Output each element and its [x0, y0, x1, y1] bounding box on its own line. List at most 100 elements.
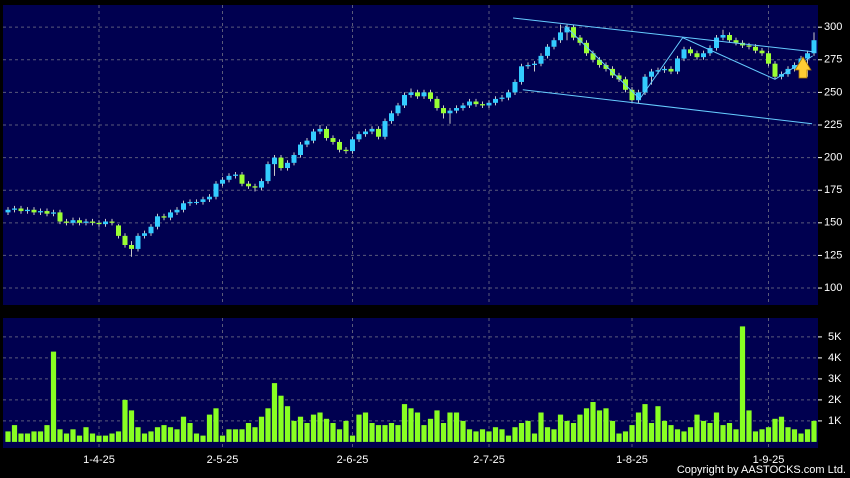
volume-bar: [63, 433, 70, 442]
volume-bar: [583, 408, 590, 442]
volume-bar: [648, 423, 655, 442]
volume-bar: [200, 435, 206, 442]
candle-body: [116, 225, 121, 236]
candle-body: [753, 46, 758, 51]
candle-body: [343, 149, 349, 152]
price-panel: [3, 5, 818, 305]
y-tick-label: 100: [824, 282, 842, 294]
volume-bar: [635, 412, 642, 442]
x-tick-label: 1-4-25: [83, 454, 115, 466]
candle-body: [220, 179, 225, 184]
volume-bar: [343, 420, 349, 442]
candle-body: [473, 101, 479, 105]
volume-bar: [265, 408, 271, 442]
volume-bar: [785, 427, 791, 442]
volume-bar: [167, 427, 174, 442]
candle-body: [109, 221, 115, 223]
y-tick-label: 1K: [828, 415, 842, 427]
candle-body: [64, 221, 69, 223]
volume-bar: [629, 425, 635, 442]
candle-body: [356, 134, 362, 140]
candle-body: [590, 53, 596, 60]
volume-bar: [726, 423, 733, 442]
y-tick-label: 200: [824, 152, 842, 164]
candle-body: [701, 53, 706, 58]
candle-body: [512, 81, 518, 93]
candle-body: [317, 128, 323, 132]
candle-body: [551, 40, 557, 47]
candle-body: [460, 105, 466, 109]
candle-body: [402, 95, 407, 106]
volume-bar: [687, 427, 694, 442]
candle-body: [727, 35, 732, 41]
candle-body: [311, 131, 316, 141]
volume-bar: [804, 429, 811, 442]
volume-bar: [291, 420, 297, 442]
signal-arrow: [794, 56, 812, 79]
candle-body: [304, 140, 310, 145]
volume-bar: [525, 420, 531, 442]
candle-body: [200, 199, 206, 202]
candle-body: [239, 174, 245, 184]
y-tick-label: 250: [824, 86, 842, 98]
volume-bar: [193, 433, 200, 442]
volume-bar: [271, 383, 278, 442]
volume-bar: [141, 433, 148, 442]
candle-body: [57, 212, 63, 222]
volume-bar: [174, 429, 180, 442]
volume-bar: [466, 429, 473, 442]
candle-body: [447, 110, 453, 114]
candle-body: [278, 157, 284, 169]
volume-bar: [356, 414, 362, 442]
volume-bar: [388, 423, 395, 442]
volume-bar: [57, 429, 63, 442]
volume-bar: [83, 427, 89, 442]
candle-body: [12, 208, 17, 210]
volume-bar: [226, 429, 232, 442]
volume-bar: [245, 423, 252, 442]
volume-bar: [596, 410, 603, 442]
candle-body: [746, 45, 752, 47]
candle-body: [129, 245, 134, 249]
candle-body: [298, 144, 303, 155]
volume-bar: [655, 406, 661, 442]
candle-body: [174, 209, 180, 213]
volume-bar: [401, 404, 408, 442]
candle-body: [70, 220, 76, 223]
volume-bar: [180, 416, 187, 442]
candle-body: [187, 201, 193, 204]
y-tick-label: 5K: [828, 331, 842, 343]
volume-bar: [24, 433, 31, 442]
candle-body: [369, 128, 375, 132]
candle-body: [226, 175, 232, 180]
candle-body: [161, 216, 167, 218]
candle-body: [597, 59, 602, 65]
candle-body: [564, 27, 570, 33]
candle-body: [532, 63, 537, 65]
trend-line: [522, 89, 813, 125]
volume-bar: [791, 429, 798, 442]
candle-body: [285, 162, 290, 169]
volume-bar: [115, 431, 122, 442]
candle-body: [649, 71, 654, 77]
volume-bar: [421, 425, 427, 442]
y-tick-label: 300: [824, 21, 842, 33]
volume-bar: [668, 425, 674, 442]
y-tick-label: 225: [824, 119, 842, 131]
candle-body: [558, 32, 563, 41]
volume-bar: [752, 431, 759, 442]
volume-bar: [577, 414, 583, 442]
volume-bar: [11, 425, 18, 442]
volume-bar: [538, 412, 544, 442]
y-tick-label: 4K: [828, 352, 842, 364]
candle-body: [382, 121, 388, 137]
y-tick-label: 150: [824, 217, 842, 229]
candle-body: [766, 53, 771, 64]
volume-bar: [135, 427, 141, 442]
volume-bar: [310, 414, 317, 442]
candle-body: [135, 235, 141, 249]
volume-bar: [492, 427, 499, 442]
volume-bar: [739, 326, 746, 442]
x-tick-label: 2-6-25: [337, 454, 369, 466]
volume-bar: [349, 435, 356, 442]
